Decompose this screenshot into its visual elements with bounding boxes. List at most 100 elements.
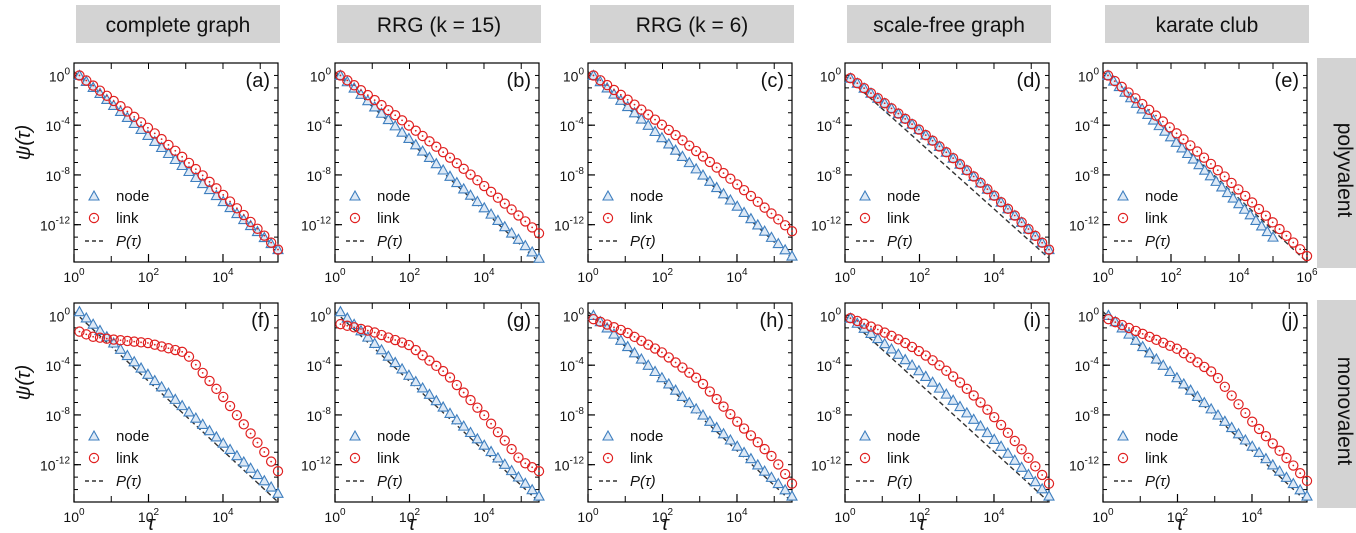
legend: node link P(τ) <box>1114 428 1178 490</box>
link-marker <box>656 347 668 358</box>
panel: 100 10-4 10-8 10-12 100 102 104 (f) node link P(τ)… <box>40 302 284 533</box>
link-marker-dot <box>1107 74 1109 77</box>
link-marker <box>390 110 401 121</box>
tick-label: 100 <box>324 507 346 525</box>
node-marker <box>1136 340 1149 352</box>
link-marker-dot <box>360 328 362 330</box>
tick-label: 100 <box>820 306 842 324</box>
tick-label: 10-12 <box>554 456 584 474</box>
link-marker <box>259 230 270 241</box>
link-marker-dot <box>784 224 787 227</box>
legend-node-label: node <box>1145 188 1178 205</box>
link-marker <box>995 419 1007 431</box>
link-marker <box>81 329 92 340</box>
legend-link-marker <box>349 212 361 224</box>
node-marker <box>1266 458 1279 470</box>
link-marker <box>858 82 870 94</box>
link-marker-dot <box>883 331 886 334</box>
node-marker <box>512 233 525 244</box>
node-marker <box>1193 158 1205 170</box>
link-marker <box>335 70 346 81</box>
link-marker <box>989 411 1000 423</box>
link-marker <box>383 104 394 116</box>
link-marker-dot <box>1258 208 1260 210</box>
link-marker <box>1301 475 1313 487</box>
legend-node-marker <box>602 189 614 201</box>
panel-label: (h) <box>760 310 784 332</box>
link-marker <box>1274 223 1285 235</box>
link-marker <box>342 320 353 331</box>
link-marker-dot <box>688 371 691 374</box>
link-marker <box>231 203 243 214</box>
link-marker <box>499 435 510 446</box>
link-marker-dot <box>647 343 650 346</box>
link-marker <box>954 377 966 388</box>
node-marker <box>635 352 648 364</box>
link-marker-dot <box>188 355 190 358</box>
node-marker <box>899 353 912 365</box>
node-marker <box>892 348 905 359</box>
link-marker-dot <box>681 139 684 142</box>
link-marker <box>362 89 374 101</box>
legend-reference-label: P(τ) <box>1145 473 1171 490</box>
panel: 100 10-4 10-8 10-12 100 102 104 (h) node link P(τ)… <box>554 302 798 533</box>
node-marker <box>981 426 994 438</box>
legend-link-label: link <box>377 210 400 227</box>
link-marker-dot <box>1034 234 1037 237</box>
node-marker <box>1036 482 1049 494</box>
link-marker-dot <box>380 334 383 336</box>
node-marker <box>265 480 278 492</box>
link-marker <box>1016 444 1027 455</box>
link-marker <box>149 128 160 139</box>
node-marker <box>533 252 545 263</box>
node-marker <box>114 343 127 354</box>
link-marker <box>1102 70 1114 81</box>
y-axis-label: ψ(τ) <box>13 365 35 400</box>
link-marker-dot <box>750 434 752 437</box>
link-marker-dot <box>763 206 766 209</box>
link-marker <box>74 70 85 81</box>
link-marker <box>176 151 188 163</box>
link-marker <box>1123 322 1135 334</box>
link-marker <box>1247 416 1258 427</box>
x-axis-label: τ <box>408 513 417 533</box>
legend-link-label: link <box>887 210 910 227</box>
link-marker-dot <box>1306 479 1308 482</box>
tick-label: 10-4 <box>307 116 332 134</box>
link-marker-dot <box>408 344 410 346</box>
link-marker-dot <box>256 227 259 230</box>
node-marker <box>772 477 785 489</box>
legend-link-label: link <box>116 450 139 467</box>
link-marker <box>649 114 661 125</box>
link-marker <box>1240 190 1251 202</box>
node-marker <box>885 342 898 354</box>
link-marker-dot <box>702 155 704 158</box>
node-marker <box>1225 421 1238 433</box>
node-marker <box>1205 402 1218 414</box>
node-marker <box>731 200 744 211</box>
legend-link-marker <box>349 452 361 464</box>
link-marker-dot <box>380 104 383 107</box>
link-marker <box>779 220 791 231</box>
link-marker-dot <box>1162 341 1165 344</box>
link-marker <box>176 346 188 358</box>
tick-label: 100 <box>310 306 332 324</box>
tick-label: 10-8 <box>560 166 585 184</box>
link-marker <box>622 94 633 105</box>
link-marker-dot <box>476 406 479 409</box>
link-marker-dot <box>353 84 356 87</box>
link-marker <box>1240 407 1251 419</box>
link-marker-dot <box>1223 385 1226 388</box>
link-marker-dot <box>119 105 122 108</box>
node-marker <box>155 380 168 392</box>
node-marker <box>176 399 189 411</box>
node-marker <box>210 430 223 442</box>
link-marker <box>759 202 770 213</box>
tick-label: 100 <box>834 507 856 525</box>
link-marker <box>142 122 154 133</box>
node-marker <box>683 156 696 168</box>
legend-reference-label: P(τ) <box>1145 233 1171 250</box>
link-marker-dot <box>1013 214 1016 217</box>
link-marker <box>376 99 387 111</box>
link-marker <box>135 117 147 128</box>
